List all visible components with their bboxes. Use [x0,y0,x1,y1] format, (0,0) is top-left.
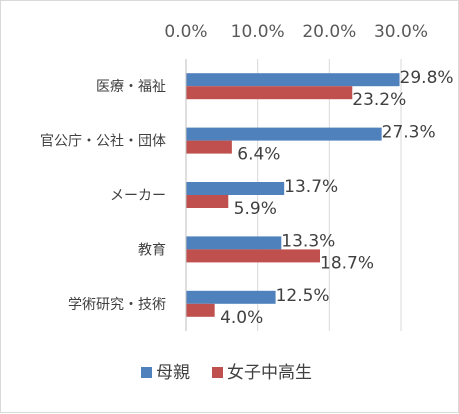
data-label: 13.3% [281,231,335,251]
legend-swatch [141,367,152,378]
category-label: 教育 [138,242,166,258]
bar-student [186,86,353,100]
legend: 母親 女子中高生 [141,363,312,383]
data-labels: 29.8%23.2% 27.3% 6.4%13.7% 5.9%13.3%18.7% 12… [220,68,454,328]
bars [186,73,400,317]
category-label: 学術研究・技術 [68,297,166,313]
data-label: 27.3% [382,123,436,143]
bar-mother [186,182,285,195]
legend-label: 母親 [156,363,190,383]
data-label: 29.8% [400,68,454,88]
x-tick-label: 0.0% [164,22,207,42]
x-tick-label: 30.0% [374,22,428,42]
data-label: 18.7% [320,253,374,273]
x-tick-label: 20.0% [302,22,356,42]
data-label: 6.4% [237,145,280,165]
bar-mother [186,236,282,250]
data-label: 12.5% [276,286,330,306]
bar-student [186,195,229,208]
bar-mother [186,290,276,304]
category-label: メーカー [110,188,166,204]
bar-student [186,249,321,263]
bar-mother [186,127,382,141]
bar-student [186,140,232,154]
bar-mother [186,73,400,87]
data-label: 23.2% [352,90,406,110]
data-label: 4.0% [220,308,263,328]
data-label: 5.9% [234,199,277,219]
x-axis-ticks: 0.0% 10.0% 20.0% 30.0% [164,22,428,42]
x-tick-label: 10.0% [231,22,285,42]
category-label: 医療・福祉 [96,78,166,95]
legend-label: 女子中高生 [227,363,312,383]
category-label: 官公庁・公社・団体 [40,134,166,150]
legend-swatch [212,367,223,378]
data-label: 13.7% [284,177,338,197]
bar-student [186,303,215,317]
